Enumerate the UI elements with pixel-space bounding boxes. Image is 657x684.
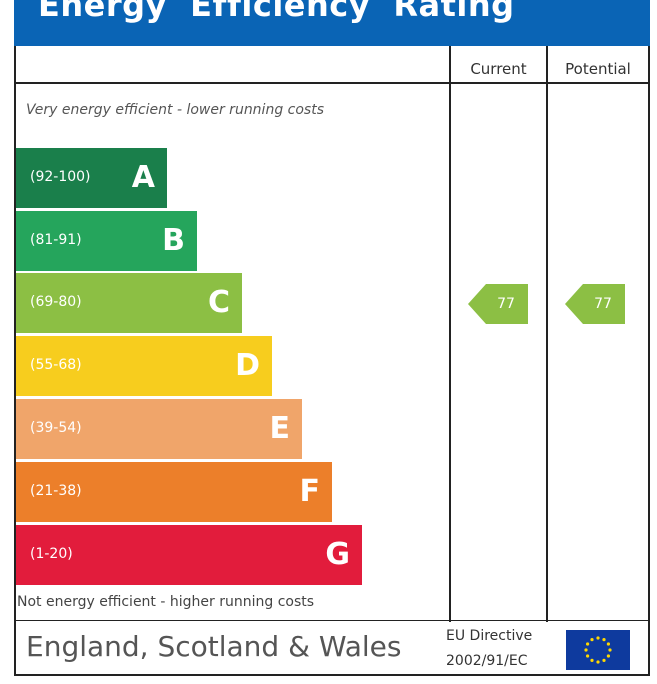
current-column-divider (449, 46, 451, 622)
eu-directive-label: EU Directive (446, 628, 533, 644)
band-letter: G (325, 537, 350, 572)
rating-band-g: (1-20) G (16, 525, 362, 585)
current-rating-value: 77 (497, 296, 515, 312)
band-range-label: (69-80) (30, 294, 82, 310)
band-range-label: (21-38) (30, 483, 82, 499)
column-header-divider (14, 82, 650, 84)
rating-band-b: (81-91) B (16, 211, 197, 271)
rating-band-a: (92-100) A (16, 148, 167, 208)
header-banner: Energy Efficiency Rating (14, 0, 650, 46)
band-range-label: (1-20) (30, 546, 73, 562)
band-range-label: (39-54) (30, 420, 82, 436)
band-letter: E (269, 411, 291, 446)
inefficient-note: Not energy efficient - higher running co… (17, 594, 315, 610)
potential-column-divider (546, 46, 548, 622)
chart-frame (14, 46, 650, 676)
band-letter: C (207, 285, 230, 320)
current-column-header: Current (470, 60, 527, 78)
potential-column-header: Potential (565, 60, 631, 78)
band-letter: F (299, 474, 321, 509)
potential-rating-arrow: 77 (565, 284, 625, 324)
page-title: Energy Efficiency Rating (38, 0, 515, 24)
band-range-label: (92-100) (30, 169, 91, 185)
band-range-label: (55-68) (30, 357, 82, 373)
potential-rating-value: 77 (594, 296, 612, 312)
current-rating-arrow: 77 (468, 284, 528, 324)
rating-band-f: (21-38) F (16, 462, 332, 522)
rating-band-e: (39-54) E (16, 399, 302, 459)
footer-divider (14, 620, 650, 621)
region-label: England, Scotland & Wales (26, 630, 402, 663)
eu-flag-icon (566, 630, 630, 670)
efficient-note: Very energy efficient - lower running co… (26, 102, 324, 118)
eu-directive-number: 2002/91/EC (446, 653, 528, 669)
band-letter: D (235, 348, 260, 383)
rating-band-d: (55-68) D (16, 336, 272, 396)
rating-band-c: (69-80) C (16, 273, 242, 333)
band-range-label: (81-91) (30, 232, 82, 248)
band-letter: B (162, 223, 185, 258)
eu-stars-icon (584, 636, 612, 664)
band-letter: A (131, 160, 155, 195)
